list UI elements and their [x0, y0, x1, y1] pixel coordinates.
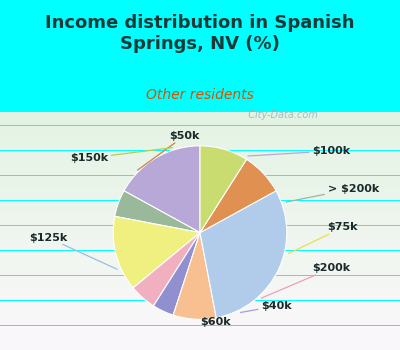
Bar — [0, 101, 400, 113]
Text: $60k: $60k — [200, 317, 231, 327]
Bar — [0, 338, 400, 350]
Text: $150k: $150k — [70, 148, 172, 163]
Bar — [0, 201, 400, 212]
Text: $75k: $75k — [288, 223, 358, 253]
Bar — [0, 126, 400, 138]
Bar — [0, 313, 400, 325]
Wedge shape — [124, 146, 200, 233]
Bar — [0, 226, 400, 238]
Text: Income distribution in Spanish
Springs, NV (%): Income distribution in Spanish Springs, … — [45, 14, 355, 53]
Wedge shape — [200, 159, 276, 233]
Text: $100k: $100k — [248, 146, 350, 156]
Bar — [0, 263, 400, 275]
Wedge shape — [200, 146, 246, 233]
Bar — [0, 138, 400, 150]
Bar — [0, 326, 400, 337]
Wedge shape — [133, 233, 200, 306]
Text: $40k: $40k — [240, 301, 292, 313]
Bar — [0, 150, 400, 162]
Text: > $200k: > $200k — [286, 184, 379, 202]
Wedge shape — [113, 216, 200, 288]
Bar — [0, 238, 400, 250]
Bar — [0, 213, 400, 225]
Bar — [0, 163, 400, 175]
Text: $125k: $125k — [29, 233, 117, 269]
Wedge shape — [115, 191, 200, 233]
Bar — [0, 176, 400, 188]
Wedge shape — [173, 233, 216, 319]
Text: City-Data.com: City-Data.com — [242, 110, 318, 120]
Text: $200k: $200k — [261, 263, 350, 298]
Wedge shape — [154, 233, 200, 315]
Bar — [0, 288, 400, 300]
Wedge shape — [200, 191, 287, 318]
Bar — [0, 251, 400, 262]
Bar — [0, 301, 400, 313]
Bar — [0, 276, 400, 288]
Bar — [0, 188, 400, 200]
Text: $50k: $50k — [138, 131, 200, 170]
Text: Other residents: Other residents — [146, 88, 254, 102]
Bar — [0, 113, 400, 125]
